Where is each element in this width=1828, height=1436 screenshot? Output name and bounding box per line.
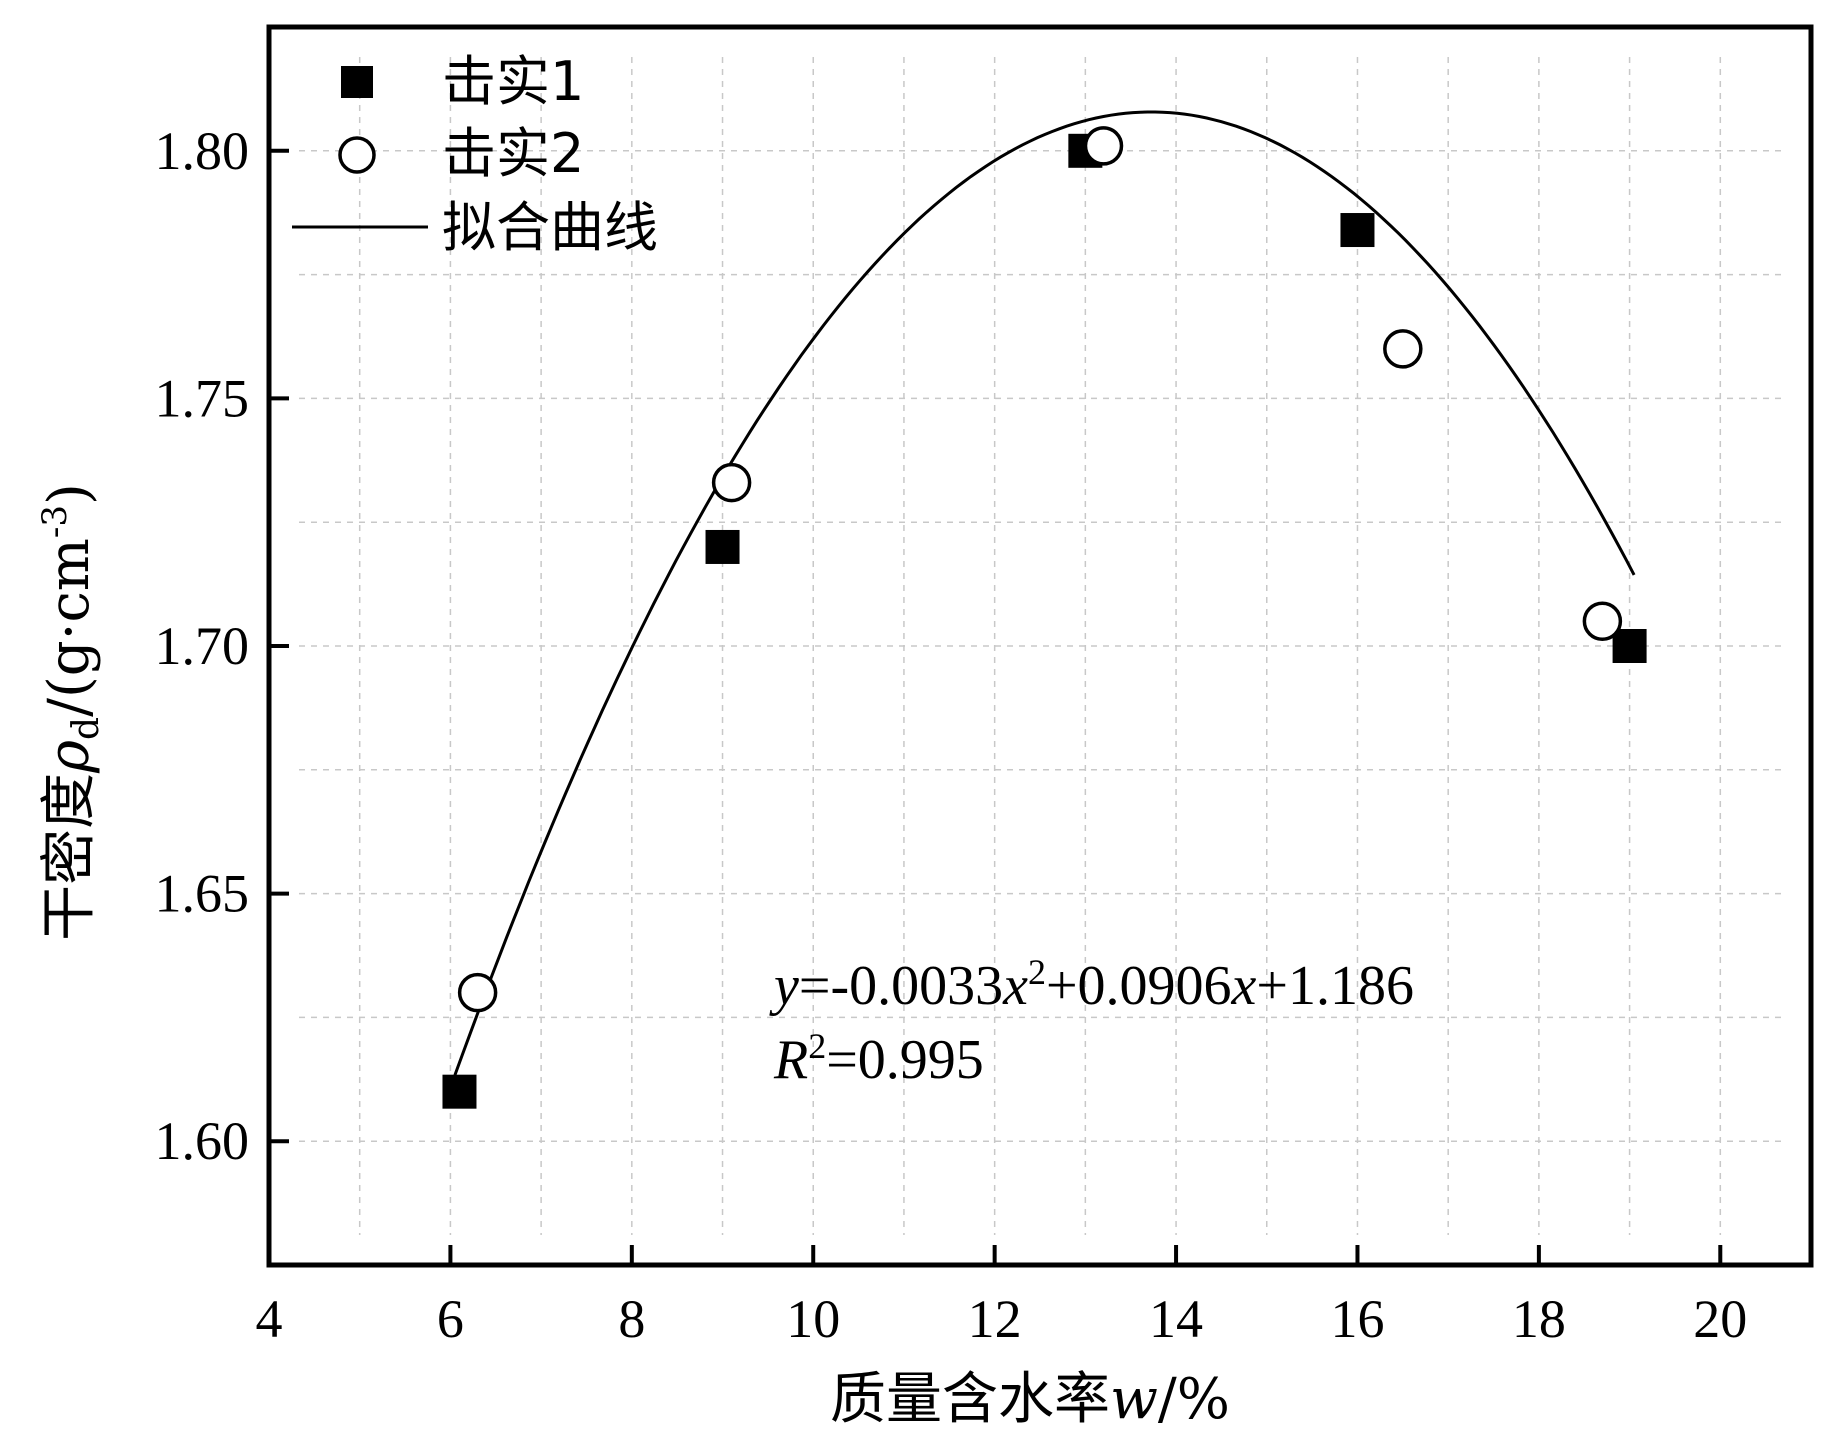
legend-marker-series-2 xyxy=(338,136,376,174)
data-point-series-1 xyxy=(1340,213,1375,248)
data-point-series-2 xyxy=(1083,126,1124,166)
y-tick-label: 1.75 xyxy=(155,368,250,428)
data-point-series-1 xyxy=(442,1074,477,1109)
fit-equation-line: y=-0.0033x2+0.0906x+1.186 xyxy=(769,952,1414,1017)
data-point-series-2 xyxy=(711,462,752,503)
fit-layer xyxy=(453,110,1636,1076)
x-tick-label: 14 xyxy=(1149,1289,1203,1349)
x-tick-label: 8 xyxy=(618,1289,645,1349)
data-point-series-2 xyxy=(457,972,498,1013)
points-layer xyxy=(442,126,1647,1109)
x-tick-label: 10 xyxy=(786,1289,840,1349)
fit-curve xyxy=(453,110,1636,1076)
data-point-series-1 xyxy=(705,529,740,564)
legend: 击实1 击实2 拟合曲线 xyxy=(292,50,658,259)
x-axis-title: 质量含水率w/% xyxy=(830,1367,1230,1432)
y-tick-label: 1.65 xyxy=(155,864,250,924)
x-tick-label: 6 xyxy=(437,1289,464,1349)
legend-label-series-1: 击实1 xyxy=(442,50,584,113)
y-tick-label: 1.70 xyxy=(155,616,250,676)
y-tick-label: 1.80 xyxy=(155,121,250,181)
x-tick-label: 12 xyxy=(968,1289,1022,1349)
legend-label-series-2: 击实2 xyxy=(442,122,584,185)
fit-r-squared: R2=0.995 xyxy=(773,1026,984,1091)
x-tick-label: 18 xyxy=(1512,1289,1566,1349)
legend-marker-series-1 xyxy=(341,66,373,98)
x-tick-label: 16 xyxy=(1330,1289,1384,1349)
data-point-series-2 xyxy=(1383,329,1423,369)
y-axis-title: 干密度ρd/(g·cm-3) xyxy=(35,483,107,941)
x-tick-label: 20 xyxy=(1693,1289,1747,1349)
data-point-series-2 xyxy=(1582,601,1623,641)
legend-label-series-3: 拟合曲线 xyxy=(442,196,658,259)
axes-layer: 4 6 8 10 12 14 16 18 20 1.60 1.65 1.70 1.75 1.80 xyxy=(155,24,1814,1349)
x-tick-label: 4 xyxy=(256,1289,283,1349)
y-tick-label: 1.60 xyxy=(155,1111,250,1171)
fit-equation: y=-0.0033x2+0.0906x+1.186 R2=0.995 xyxy=(769,952,1414,1091)
data-point-series-1 xyxy=(1612,629,1647,663)
